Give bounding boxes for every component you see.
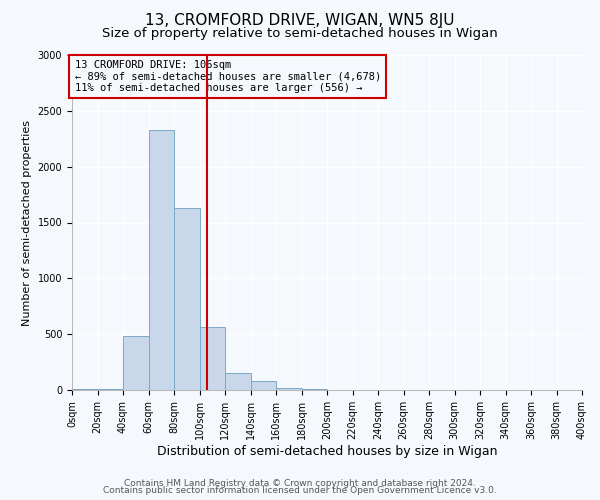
Text: Contains public sector information licensed under the Open Government Licence v3: Contains public sector information licen… [103,486,497,495]
Bar [123,336,149,390]
Bar [174,208,199,390]
Text: 13, CROMFORD DRIVE, WIGAN, WN5 8JU: 13, CROMFORD DRIVE, WIGAN, WN5 8JU [145,12,455,28]
Text: Size of property relative to semi-detached houses in Wigan: Size of property relative to semi-detach… [102,28,498,40]
Text: 13 CROMFORD DRIVE: 106sqm
← 89% of semi-detached houses are smaller (4,678)
11% : 13 CROMFORD DRIVE: 106sqm ← 89% of semi-… [74,60,381,93]
Bar [199,328,225,390]
X-axis label: Distribution of semi-detached houses by size in Wigan: Distribution of semi-detached houses by … [157,444,497,458]
Y-axis label: Number of semi-detached properties: Number of semi-detached properties [22,120,32,326]
Bar [97,389,123,390]
Bar [276,388,302,390]
Text: Contains HM Land Registry data © Crown copyright and database right 2024.: Contains HM Land Registry data © Crown c… [124,478,476,488]
Bar [225,373,251,390]
Bar [251,381,276,390]
Bar [149,130,174,390]
